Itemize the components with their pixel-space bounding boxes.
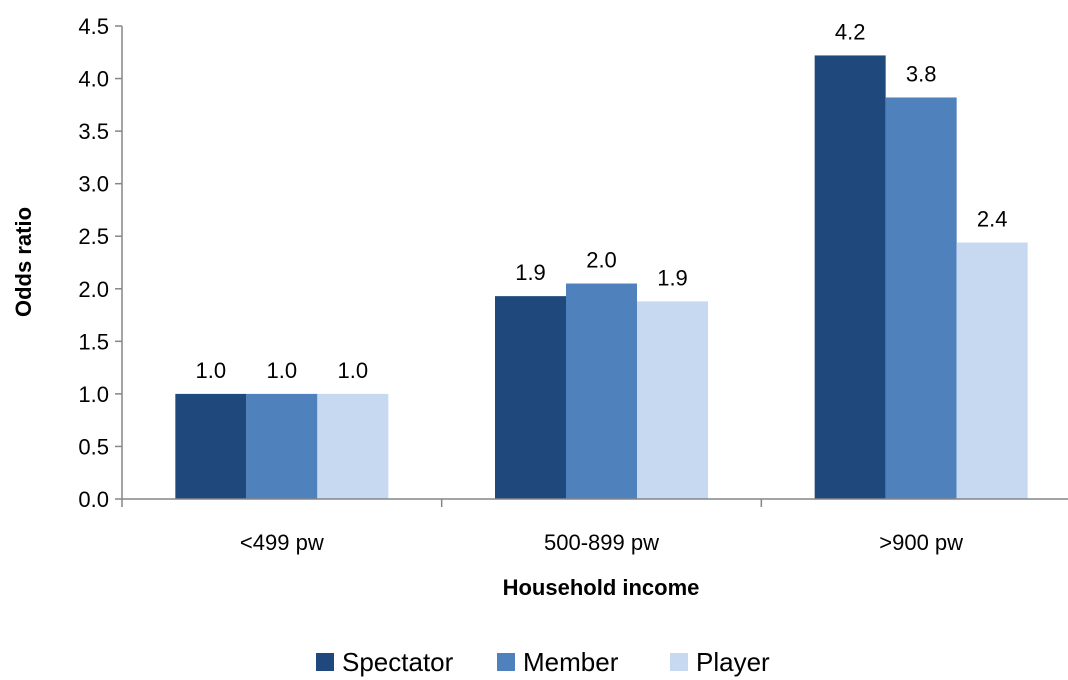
- y-tick-label: 0.5: [78, 434, 109, 459]
- bar-spectator-0: [175, 393, 247, 499]
- data-label-member-2: 3.8: [906, 61, 937, 86]
- data-label-player-2: 2.4: [977, 207, 1008, 232]
- legend-label-player: Player: [696, 647, 770, 677]
- x-category-label: 500-899 pw: [544, 530, 659, 555]
- bar-player-2: [956, 242, 1028, 500]
- data-labels: 1.0 1.0 1.0 1.9 2.0 1.9 4.2 3.8 2.4: [196, 19, 1008, 382]
- y-tick-label: 0.0: [78, 487, 109, 512]
- data-label-spectator-2: 4.2: [835, 19, 866, 44]
- data-label-spectator-1: 1.9: [515, 260, 546, 285]
- y-axis-title: Odds ratio: [11, 207, 36, 317]
- legend-label-spectator: Spectator: [342, 647, 454, 677]
- legend: Spectator Member Player: [316, 647, 770, 677]
- x-axis-ticks: <499 pw 500-899 pw >900 pw: [121, 499, 963, 555]
- y-tick-label: 4.0: [78, 67, 109, 92]
- bar-member-0: [246, 393, 318, 499]
- bar-spectator-1: [495, 296, 566, 499]
- legend-swatch-member: [497, 653, 515, 671]
- y-tick-label: 3.5: [78, 119, 109, 144]
- bar-player-1: [637, 301, 708, 499]
- y-tick-label: 1.0: [78, 382, 109, 407]
- bar-member-1: [566, 283, 637, 499]
- data-label-spectator-0: 1.0: [196, 358, 227, 383]
- bar-marks: [175, 55, 1028, 500]
- y-tick-label: 2.0: [78, 277, 109, 302]
- legend-swatch-spectator: [316, 653, 334, 671]
- legend-swatch-player: [670, 653, 688, 671]
- y-tick-label: 3.0: [78, 172, 109, 197]
- bar-member-2: [885, 97, 957, 499]
- data-label-member-0: 1.0: [267, 358, 298, 383]
- bar-spectator-2: [814, 55, 886, 499]
- bar-player-0: [317, 393, 389, 499]
- y-axis-ticks: 0.0 0.5 1.0 1.5 2.0 2.5 3.0 3.5 4.0 4.5: [78, 14, 122, 512]
- y-tick-label: 1.5: [78, 329, 109, 354]
- x-category-label: >900 pw: [879, 530, 963, 555]
- legend-label-member: Member: [523, 647, 619, 677]
- y-tick-label: 2.5: [78, 224, 109, 249]
- data-label-player-1: 1.9: [657, 265, 688, 290]
- y-tick-label: 4.5: [78, 14, 109, 39]
- x-category-label: <499 pw: [240, 530, 324, 555]
- x-axis-title: Household income: [503, 575, 700, 600]
- data-label-member-1: 2.0: [586, 248, 617, 273]
- data-label-player-0: 1.0: [338, 358, 369, 383]
